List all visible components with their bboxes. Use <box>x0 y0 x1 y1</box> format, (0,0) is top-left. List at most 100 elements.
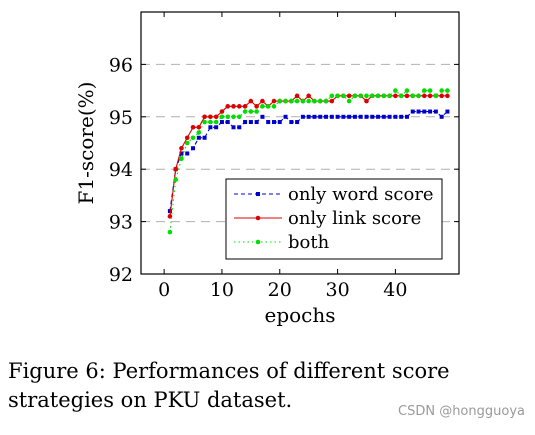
series-0-point-15 <box>254 120 259 125</box>
series-2-point-9 <box>219 114 225 120</box>
series-0-point-27 <box>324 114 329 119</box>
series-2-point-20 <box>283 98 288 104</box>
series-1-point-34 <box>364 98 369 104</box>
series-2-point-5 <box>196 130 202 135</box>
series-0-point-42 <box>410 109 415 114</box>
series-layer <box>167 88 450 235</box>
watermark: CSDN @hongguoya <box>398 404 525 419</box>
series-1-point-45 <box>427 93 433 99</box>
series-1-point-24 <box>306 93 311 99</box>
series-1-point-44 <box>422 93 427 99</box>
y-tick-label-96: 96 <box>109 54 133 76</box>
series-2-point-13 <box>242 109 248 114</box>
series-2-point-7 <box>208 119 213 125</box>
series-0-point-29 <box>335 114 340 119</box>
series-2-point-34 <box>364 93 369 99</box>
series-0-point-28 <box>329 114 334 119</box>
y-tick-label-94: 94 <box>109 159 133 181</box>
series-0-point-46 <box>433 109 438 114</box>
series-2-point-47 <box>439 88 444 93</box>
x-axis-title: epochs <box>264 303 335 327</box>
series-0-point-8 <box>214 125 219 130</box>
series-2-point-19 <box>277 98 283 104</box>
series-2-point-41 <box>404 88 410 93</box>
series-1-point-15 <box>254 104 259 109</box>
series-0-point-40 <box>399 114 404 119</box>
series-0-point-26 <box>318 114 323 119</box>
series-0-point-12 <box>237 125 242 130</box>
series-2-point-36 <box>375 93 381 99</box>
series-1-point-7 <box>208 114 213 120</box>
series-1-point-12 <box>236 104 242 109</box>
series-0-point-31 <box>347 114 352 119</box>
series-1-point-3 <box>184 135 190 141</box>
series-0-point-43 <box>416 109 421 114</box>
series-1-point-14 <box>248 98 254 104</box>
series-2-point-6 <box>202 119 207 125</box>
series-2-point-2 <box>179 156 184 162</box>
series-2-point-3 <box>184 140 190 146</box>
series-0-point-41 <box>404 114 409 119</box>
series-2-point-33 <box>358 93 364 99</box>
series-0-point-35 <box>370 114 375 119</box>
series-2-point-48 <box>445 88 450 93</box>
y-tick-label-95: 95 <box>109 107 133 129</box>
series-2-point-22 <box>294 98 300 104</box>
series-2 <box>167 88 450 235</box>
series-0-point-18 <box>271 120 276 125</box>
legend-label-2: both <box>288 232 330 253</box>
series-1-point-5 <box>196 124 202 130</box>
series-0-point-21 <box>289 120 294 125</box>
series-1-point-13 <box>242 104 248 109</box>
series-0-point-3 <box>185 151 190 156</box>
series-0-point-36 <box>376 114 381 119</box>
legend-label-1: only link score <box>288 208 421 229</box>
series-0-point-4 <box>191 146 196 151</box>
series-2-point-8 <box>213 119 219 125</box>
y-tick-label-92: 92 <box>109 264 133 286</box>
series-2-point-4 <box>190 135 196 141</box>
series-1-point-22 <box>294 93 300 99</box>
series-2-point-40 <box>398 93 404 99</box>
series-0-point-11 <box>231 125 236 130</box>
series-0-point-0 <box>167 209 172 214</box>
series-0-point-14 <box>248 120 253 125</box>
series-0-point-19 <box>277 120 282 125</box>
series-2-point-31 <box>346 98 352 104</box>
series-0-point-30 <box>341 114 346 119</box>
series-0-point-10 <box>225 120 230 125</box>
series-1-point-8 <box>213 114 219 120</box>
x-tick-label-10: 10 <box>210 279 234 301</box>
x-tick-label-40: 40 <box>383 279 407 301</box>
series-0-point-24 <box>306 114 311 119</box>
series-2-point-44 <box>422 88 427 93</box>
series-2-point-16 <box>260 104 265 109</box>
series-2-point-25 <box>312 98 317 104</box>
series-2-point-28 <box>329 93 335 99</box>
x-tick-label-20: 20 <box>268 279 292 301</box>
plot-frame <box>140 11 460 275</box>
series-0-point-37 <box>381 114 386 119</box>
series-0-point-48 <box>445 109 450 114</box>
series-2-point-42 <box>410 93 416 99</box>
series-0-point-22 <box>295 120 300 125</box>
series-1-point-18 <box>271 98 277 104</box>
series-2-point-21 <box>289 98 294 104</box>
series-2-point-29 <box>335 93 340 99</box>
x-tick-label-0: 0 <box>158 279 170 301</box>
series-1-point-39 <box>393 93 398 99</box>
series-1-point-11 <box>231 104 236 109</box>
series-2-point-30 <box>341 93 346 99</box>
series-0-point-16 <box>260 114 265 119</box>
series-0-point-7 <box>208 125 213 130</box>
series-2-point-24 <box>306 98 311 104</box>
series-0-point-39 <box>393 114 398 119</box>
series-1-point-48 <box>445 93 450 99</box>
series-0-point-44 <box>422 109 427 114</box>
y-tick-label-93: 93 <box>109 212 133 234</box>
series-0-point-17 <box>266 120 271 125</box>
series-2-point-46 <box>433 93 439 99</box>
series-0-point-38 <box>387 114 392 119</box>
series-1-point-10 <box>225 104 231 109</box>
x-tick-label-30: 30 <box>325 279 349 301</box>
